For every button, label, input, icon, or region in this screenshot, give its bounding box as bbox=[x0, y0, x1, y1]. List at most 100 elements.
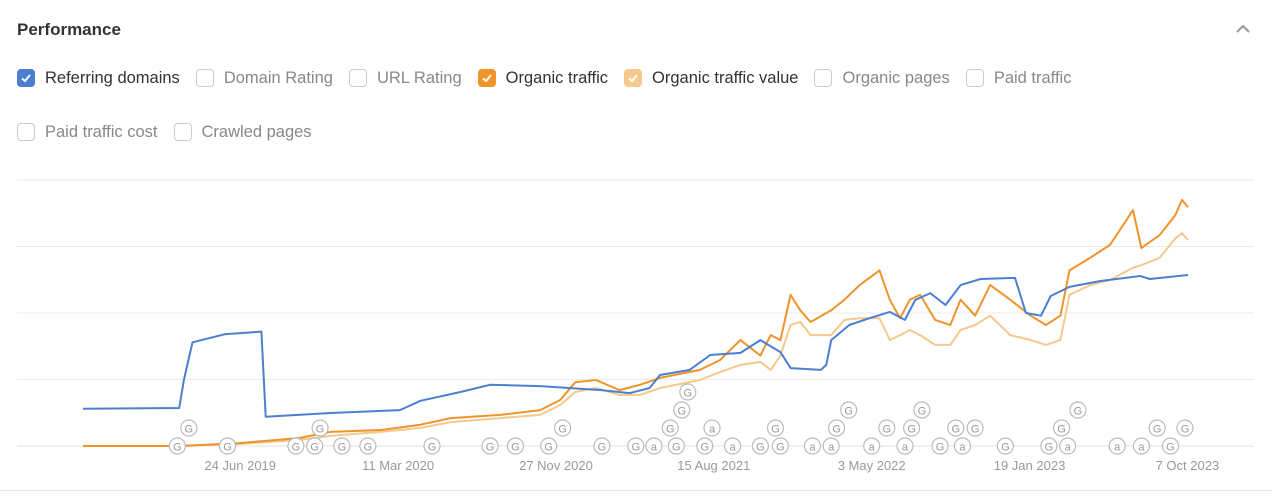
marker-label: a bbox=[809, 442, 816, 454]
marker-circle bbox=[1108, 437, 1126, 455]
annotation-marker[interactable]: a bbox=[1059, 437, 1077, 455]
google-update-marker[interactable]: G bbox=[996, 437, 1014, 455]
annotation-marker[interactable]: a bbox=[1108, 437, 1126, 455]
marker-circle bbox=[953, 437, 972, 455]
marker-label: a bbox=[1138, 442, 1145, 454]
google-update-marker[interactable]: G bbox=[506, 437, 525, 455]
marker-circle bbox=[506, 437, 525, 455]
annotation-marker[interactable]: a bbox=[803, 437, 822, 455]
google-update-marker[interactable]: G bbox=[1069, 401, 1087, 419]
google-update-marker[interactable]: G bbox=[1052, 419, 1071, 437]
legend-checkbox-organic-pages[interactable]: Organic pages bbox=[814, 68, 950, 88]
marker-circle bbox=[996, 437, 1014, 455]
marker-circle bbox=[359, 437, 377, 455]
google-update-marker[interactable]: G bbox=[828, 419, 846, 437]
marker-label: G bbox=[844, 406, 853, 418]
google-update-marker[interactable]: G bbox=[913, 401, 931, 419]
google-update-marker[interactable]: G bbox=[359, 437, 377, 455]
marker-circle bbox=[554, 419, 572, 437]
annotation-marker[interactable]: a bbox=[863, 437, 881, 455]
marker-label: G bbox=[598, 442, 607, 454]
checkbox-icon[interactable] bbox=[348, 69, 367, 87]
marker-circle bbox=[1069, 401, 1087, 419]
legend-checkbox-organic-traffic-value[interactable]: Organic traffic value bbox=[624, 68, 798, 88]
annotation-marker[interactable]: a bbox=[703, 419, 721, 437]
google-update-marker[interactable]: G bbox=[554, 419, 572, 437]
google-update-marker[interactable]: G bbox=[306, 437, 324, 455]
marker-circle bbox=[180, 419, 198, 437]
marker-circle bbox=[766, 419, 785, 437]
annotation-marker[interactable]: a bbox=[953, 437, 972, 455]
google-update-marker[interactable]: G bbox=[667, 437, 685, 455]
google-update-marker[interactable]: G bbox=[168, 437, 186, 455]
legend-checkbox-domain-rating[interactable]: Domain Rating bbox=[195, 68, 333, 88]
marker-label: G bbox=[684, 388, 693, 400]
google-update-marker[interactable]: G bbox=[1040, 437, 1058, 455]
chevron-up-icon[interactable] bbox=[1232, 18, 1254, 40]
legend-label: Domain Rating bbox=[223, 68, 333, 87]
checkbox-checked-icon[interactable] bbox=[624, 69, 643, 87]
marker-circle bbox=[1161, 437, 1180, 455]
google-update-marker[interactable]: G bbox=[661, 419, 679, 437]
google-update-marker[interactable]: G bbox=[751, 437, 769, 455]
google-update-marker[interactable]: G bbox=[287, 437, 305, 455]
google-update-marker[interactable]: G bbox=[423, 437, 441, 455]
marker-circle bbox=[168, 437, 186, 455]
legend-checkbox-referring-domains[interactable]: Referring domains bbox=[17, 68, 180, 88]
google-update-marker[interactable]: G bbox=[627, 437, 645, 455]
legend-checkbox-paid-traffic[interactable]: Paid traffic bbox=[965, 68, 1071, 88]
google-update-marker[interactable]: G bbox=[931, 437, 949, 455]
google-update-marker[interactable]: G bbox=[902, 419, 921, 437]
google-update-marker[interactable]: G bbox=[1161, 437, 1180, 455]
marker-label: G bbox=[951, 424, 960, 436]
legend-checkbox-paid-traffic-cost[interactable]: Paid traffic cost bbox=[17, 122, 158, 142]
annotation-marker[interactable]: a bbox=[896, 437, 914, 455]
checkbox-icon[interactable] bbox=[814, 69, 833, 87]
marker-circle bbox=[679, 383, 697, 401]
google-update-marker[interactable]: G bbox=[333, 437, 351, 455]
google-update-marker[interactable]: G bbox=[840, 401, 858, 419]
annotation-marker[interactable]: a bbox=[645, 437, 663, 455]
legend-checkbox-crawled-pages[interactable]: Crawled pages bbox=[173, 122, 312, 142]
google-update-marker[interactable]: G bbox=[947, 419, 965, 437]
checkbox-icon[interactable] bbox=[173, 123, 192, 141]
google-update-marker[interactable]: G bbox=[540, 437, 558, 455]
legend-checkbox-organic-traffic[interactable]: Organic traffic bbox=[477, 68, 608, 88]
google-update-marker[interactable]: G bbox=[180, 419, 198, 437]
checkbox-icon[interactable] bbox=[965, 69, 984, 87]
checkbox-checked-icon[interactable] bbox=[17, 69, 35, 87]
marker-label: G bbox=[1181, 424, 1190, 436]
google-update-marker[interactable]: G bbox=[673, 401, 691, 419]
google-update-marker[interactable]: G bbox=[1176, 419, 1194, 437]
google-update-marker[interactable]: G bbox=[696, 437, 714, 455]
google-update-marker[interactable]: G bbox=[218, 437, 237, 455]
marker-circle bbox=[913, 401, 931, 419]
annotation-marker[interactable]: a bbox=[723, 437, 742, 455]
checkbox-icon[interactable] bbox=[17, 123, 35, 141]
legend-checkbox-url-rating[interactable]: URL Rating bbox=[348, 68, 462, 88]
annotation-marker[interactable]: a bbox=[822, 437, 840, 455]
google-update-marker[interactable]: G bbox=[1148, 419, 1166, 437]
marker-label: G bbox=[316, 424, 325, 436]
checkbox-checked-icon[interactable] bbox=[477, 69, 496, 87]
google-update-marker[interactable]: G bbox=[966, 419, 984, 437]
marker-circle bbox=[822, 437, 840, 455]
google-update-marker[interactable]: G bbox=[593, 437, 611, 455]
google-update-marker[interactable]: G bbox=[481, 437, 499, 455]
marker-circle bbox=[1148, 419, 1166, 437]
google-update-marker[interactable]: G bbox=[766, 419, 785, 437]
marker-label: a bbox=[730, 442, 737, 454]
annotation-marker[interactable]: a bbox=[1132, 437, 1151, 455]
marker-label: G bbox=[486, 442, 495, 454]
google-update-marker[interactable]: G bbox=[771, 437, 789, 455]
google-update-marker[interactable]: G bbox=[679, 383, 697, 401]
marker-circle bbox=[947, 419, 965, 437]
marker-circle bbox=[645, 437, 663, 455]
google-update-marker[interactable]: G bbox=[311, 419, 329, 437]
series-line-referring-domains bbox=[82, 274, 1189, 418]
legend-label: Referring domains bbox=[45, 68, 180, 87]
marker-label: a bbox=[651, 442, 658, 454]
google-update-marker[interactable]: G bbox=[878, 419, 896, 437]
checkbox-icon[interactable] bbox=[195, 69, 214, 87]
marker-label: G bbox=[771, 424, 780, 436]
